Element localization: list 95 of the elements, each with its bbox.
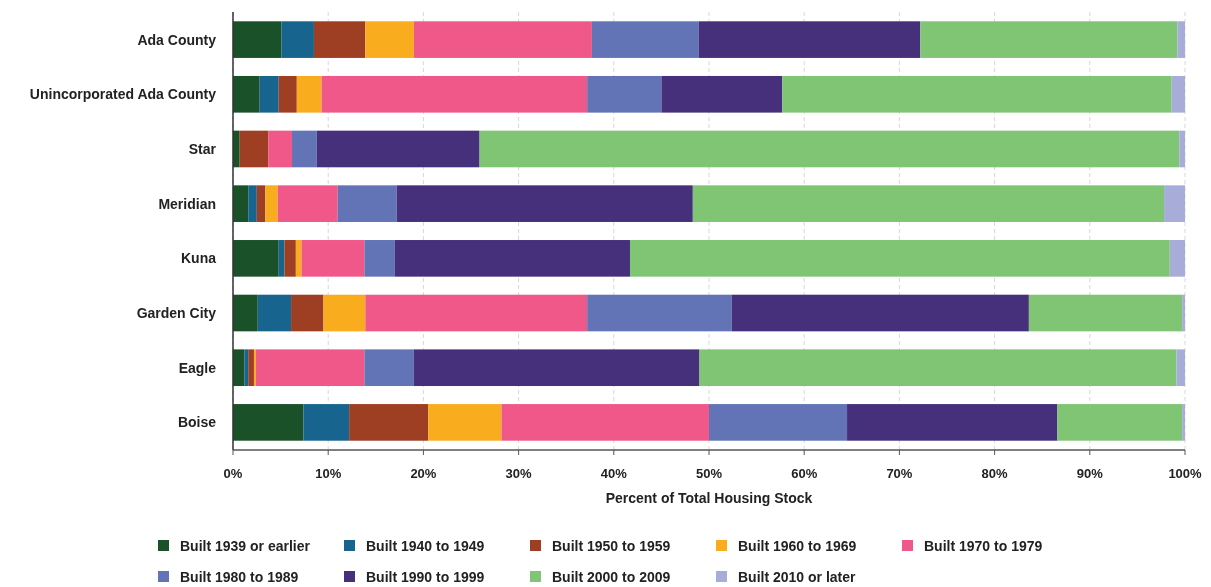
bar xyxy=(501,404,709,441)
x-tick-label: 90% xyxy=(1076,466,1104,481)
bar xyxy=(255,349,365,387)
bar xyxy=(284,240,296,277)
bar xyxy=(233,404,304,441)
bar xyxy=(248,185,257,222)
bar xyxy=(920,21,1178,58)
y-tick-label: Unincorporated Ada County xyxy=(29,86,217,103)
bar xyxy=(587,75,662,113)
bar xyxy=(1057,404,1183,441)
bar xyxy=(782,75,1172,113)
legend-label: Built 1940 to 1949 xyxy=(366,537,485,554)
bar xyxy=(278,75,297,113)
bar xyxy=(1176,349,1185,387)
bar xyxy=(698,21,921,58)
bar xyxy=(321,75,588,113)
x-axis-title: Percent of Total Housing Stock xyxy=(605,490,813,506)
bar xyxy=(268,130,293,168)
bar xyxy=(692,185,1165,222)
bar xyxy=(394,240,630,277)
x-tick-label: 100% xyxy=(1168,466,1203,481)
bar xyxy=(587,294,732,332)
bar xyxy=(364,240,395,277)
bar xyxy=(1169,240,1185,277)
bar xyxy=(1028,294,1183,332)
bar xyxy=(257,294,292,332)
bar xyxy=(1179,130,1185,168)
y-tick-label: Garden City xyxy=(136,304,217,321)
bar xyxy=(323,294,366,332)
x-tick-label: 30% xyxy=(505,466,533,481)
bar xyxy=(301,240,365,277)
bar xyxy=(428,404,502,441)
bar xyxy=(365,294,588,332)
bar xyxy=(591,21,699,58)
bar xyxy=(256,185,266,222)
bar xyxy=(291,294,324,332)
legend-label: Built 1960 to 1969 xyxy=(738,537,857,554)
bar xyxy=(233,185,249,222)
legend-label: Built 1950 to 1959 xyxy=(552,537,671,554)
bar xyxy=(1182,404,1185,441)
bar xyxy=(479,130,1180,168)
legend-label: Built 1970 to 1979 xyxy=(924,537,1043,554)
legend-label: Built 1939 or earlier xyxy=(180,537,311,554)
x-tick-label: 70% xyxy=(886,466,913,481)
legend-label: Built 1980 to 1989 xyxy=(180,568,299,585)
bar xyxy=(731,294,1029,332)
bar xyxy=(248,349,254,387)
bar xyxy=(295,240,302,277)
bar xyxy=(277,185,338,222)
bar xyxy=(364,349,414,387)
bar xyxy=(661,75,783,113)
y-tick-label: Kuna xyxy=(181,250,217,267)
bar xyxy=(265,185,278,222)
bar xyxy=(239,130,269,168)
bar xyxy=(629,240,1170,277)
bar xyxy=(699,349,1177,387)
bar xyxy=(296,75,322,113)
bar xyxy=(233,21,282,58)
y-tick-label: Boise xyxy=(177,414,217,431)
bar xyxy=(413,21,592,58)
x-tick-label: 60% xyxy=(791,466,818,481)
bar xyxy=(292,130,317,168)
bar xyxy=(281,21,314,58)
x-tick-label: 20% xyxy=(410,466,437,481)
bar xyxy=(1182,294,1185,332)
x-tick-label: 80% xyxy=(981,466,1009,481)
bar xyxy=(233,294,258,332)
bar xyxy=(847,404,1058,441)
y-tick-label: Meridian xyxy=(158,195,216,212)
x-tick-label: 0% xyxy=(223,466,243,481)
legend-label: Built 2010 or later xyxy=(738,568,857,585)
bar xyxy=(1171,75,1185,113)
bar xyxy=(396,185,693,222)
bar xyxy=(1164,185,1185,222)
x-tick-label: 10% xyxy=(315,466,342,481)
y-tick-label: Eagle xyxy=(178,359,217,376)
bar xyxy=(1177,21,1185,58)
x-tick-label: 40% xyxy=(600,466,628,481)
bar xyxy=(365,21,414,58)
bar xyxy=(316,130,480,168)
bar xyxy=(303,404,350,441)
bar xyxy=(709,404,848,441)
bar xyxy=(244,349,249,387)
legend-label: Built 1990 to 1999 xyxy=(366,568,485,585)
bar xyxy=(259,75,279,113)
bar xyxy=(233,240,279,277)
bar xyxy=(337,185,397,222)
x-tick-label: 50% xyxy=(695,466,723,481)
bar xyxy=(313,21,366,58)
bar xyxy=(349,404,429,441)
y-tick-label: Ada County xyxy=(137,31,217,48)
legend-label: Built 2000 to 2009 xyxy=(552,568,671,585)
bar xyxy=(233,75,260,113)
y-tick-label: Star xyxy=(188,140,217,157)
bar xyxy=(413,349,700,387)
